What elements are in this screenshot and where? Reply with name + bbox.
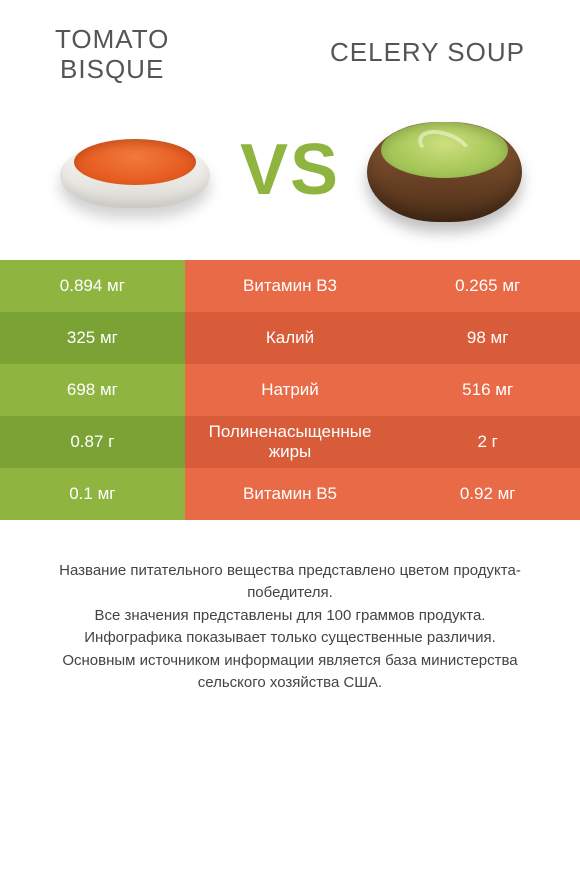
right-value-cell: 516 мг	[395, 364, 580, 416]
left-title-line2: BISQUE	[60, 54, 164, 84]
table-row: 0.894 мгВитамин B30.265 мг	[0, 260, 580, 312]
left-value-cell: 0.894 мг	[0, 260, 185, 312]
left-value-cell: 0.87 г	[0, 416, 185, 468]
vs-label: VS	[240, 129, 340, 211]
nutrient-name-cell: Натрий	[185, 364, 396, 416]
vs-row: VS	[0, 95, 580, 260]
left-title-line1: TOMATO	[55, 24, 169, 54]
header: TOMATO BISQUE CELERY SOUP	[0, 0, 580, 95]
left-value-cell: 325 мг	[0, 312, 185, 364]
table-row: 325 мгКалий98 мг	[0, 312, 580, 364]
right-value-cell: 2 г	[395, 416, 580, 468]
left-product-title: TOMATO BISQUE	[55, 25, 169, 85]
left-product-image	[50, 105, 220, 235]
nutrient-name-cell: Витамин B5	[185, 468, 396, 520]
footer-line: Инфографика показывает только существенн…	[30, 627, 550, 650]
right-value-cell: 0.265 мг	[395, 260, 580, 312]
right-value-cell: 98 мг	[395, 312, 580, 364]
footer-line: Название питательного вещества представл…	[30, 560, 550, 605]
footer-note: Название питательного вещества представл…	[0, 520, 580, 695]
left-value-cell: 0.1 мг	[0, 468, 185, 520]
table-row: 698 мгНатрий516 мг	[0, 364, 580, 416]
footer-line: Все значения представлены для 100 граммо…	[30, 605, 550, 628]
nutrient-name-cell: Витамин B3	[185, 260, 396, 312]
nutrient-name-cell: Полиненасыщенные жиры	[185, 416, 396, 468]
footer-line: Основным источником информации является …	[30, 650, 550, 695]
table-row: 0.1 мгВитамин B50.92 мг	[0, 468, 580, 520]
right-value-cell: 0.92 мг	[395, 468, 580, 520]
right-product-title: CELERY SOUP	[330, 37, 525, 68]
comparison-table: 0.894 мгВитамин B30.265 мг325 мгКалий98 …	[0, 260, 580, 520]
left-value-cell: 698 мг	[0, 364, 185, 416]
nutrient-name-cell: Калий	[185, 312, 396, 364]
right-product-image	[360, 105, 530, 235]
table-row: 0.87 гПолиненасыщенные жиры2 г	[0, 416, 580, 468]
